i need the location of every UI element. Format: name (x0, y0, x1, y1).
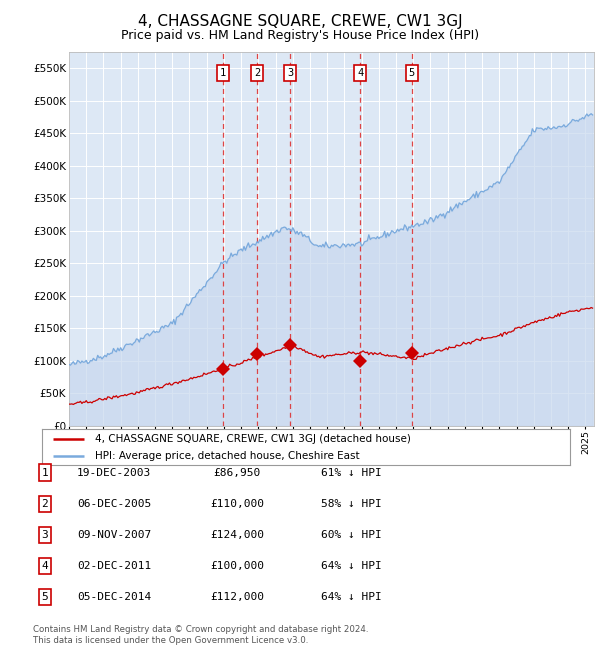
Text: 09-NOV-2007: 09-NOV-2007 (77, 530, 151, 540)
Text: 58% ↓ HPI: 58% ↓ HPI (320, 499, 382, 509)
Text: 64% ↓ HPI: 64% ↓ HPI (320, 592, 382, 603)
Text: £112,000: £112,000 (210, 592, 264, 603)
Text: 02-DEC-2011: 02-DEC-2011 (77, 561, 151, 571)
Text: 2: 2 (41, 499, 49, 509)
Text: Price paid vs. HM Land Registry's House Price Index (HPI): Price paid vs. HM Land Registry's House … (121, 29, 479, 42)
Text: £100,000: £100,000 (210, 561, 264, 571)
Text: 5: 5 (409, 68, 415, 78)
Text: £110,000: £110,000 (210, 499, 264, 509)
Text: 64% ↓ HPI: 64% ↓ HPI (320, 561, 382, 571)
Text: £86,950: £86,950 (214, 467, 260, 478)
Text: 3: 3 (41, 530, 49, 540)
Text: 4: 4 (41, 561, 49, 571)
Text: £124,000: £124,000 (210, 530, 264, 540)
Text: 05-DEC-2014: 05-DEC-2014 (77, 592, 151, 603)
Text: 61% ↓ HPI: 61% ↓ HPI (320, 467, 382, 478)
Text: 1: 1 (220, 68, 226, 78)
Text: Contains HM Land Registry data © Crown copyright and database right 2024.
This d: Contains HM Land Registry data © Crown c… (33, 625, 368, 645)
Text: 4, CHASSAGNE SQUARE, CREWE, CW1 3GJ: 4, CHASSAGNE SQUARE, CREWE, CW1 3GJ (137, 14, 463, 29)
Text: HPI: Average price, detached house, Cheshire East: HPI: Average price, detached house, Ches… (95, 451, 359, 461)
Text: 1: 1 (41, 467, 49, 478)
Text: 4: 4 (357, 68, 364, 78)
Text: 06-DEC-2005: 06-DEC-2005 (77, 499, 151, 509)
Text: 19-DEC-2003: 19-DEC-2003 (77, 467, 151, 478)
Text: 2: 2 (254, 68, 260, 78)
Text: 5: 5 (41, 592, 49, 603)
Text: 3: 3 (287, 68, 293, 78)
Text: 4, CHASSAGNE SQUARE, CREWE, CW1 3GJ (detached house): 4, CHASSAGNE SQUARE, CREWE, CW1 3GJ (det… (95, 434, 410, 444)
Text: 60% ↓ HPI: 60% ↓ HPI (320, 530, 382, 540)
